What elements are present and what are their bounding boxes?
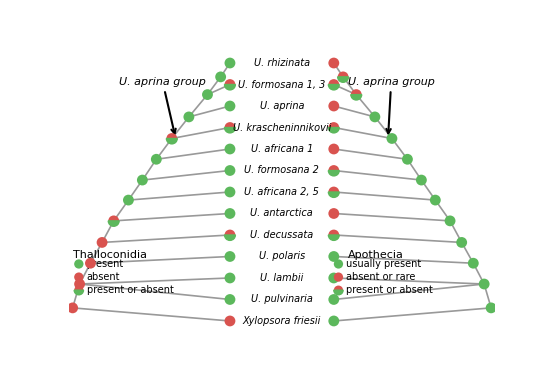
Circle shape (108, 215, 119, 226)
Circle shape (224, 144, 235, 154)
Wedge shape (328, 235, 339, 240)
Text: U. decussata: U. decussata (250, 230, 313, 240)
Circle shape (224, 294, 235, 305)
Circle shape (444, 215, 455, 226)
Wedge shape (328, 192, 339, 197)
Text: U. formosana 2: U. formosana 2 (244, 166, 320, 175)
Wedge shape (328, 84, 339, 90)
Wedge shape (328, 170, 339, 176)
Text: U. krascheninnikovii: U. krascheninnikovii (233, 122, 331, 132)
Text: U. lambii: U. lambii (260, 273, 304, 283)
Circle shape (328, 79, 339, 90)
Text: U. rhizinata: U. rhizinata (254, 58, 310, 68)
Circle shape (334, 286, 343, 295)
Text: U. pulvinaria: U. pulvinaria (251, 295, 313, 305)
Circle shape (478, 279, 490, 290)
Circle shape (328, 230, 339, 240)
Circle shape (402, 154, 413, 165)
Circle shape (328, 208, 339, 219)
Circle shape (184, 111, 194, 122)
Circle shape (215, 71, 226, 82)
Circle shape (224, 230, 235, 240)
Circle shape (486, 303, 497, 313)
Circle shape (137, 175, 148, 185)
Circle shape (85, 258, 96, 269)
Circle shape (224, 316, 235, 326)
Circle shape (224, 79, 235, 90)
Circle shape (123, 195, 134, 205)
Text: usually present: usually present (346, 259, 421, 269)
Text: U. africana 1: U. africana 1 (251, 144, 313, 154)
Wedge shape (224, 84, 235, 90)
Wedge shape (334, 290, 343, 295)
Text: U. aprina group: U. aprina group (119, 76, 206, 134)
Wedge shape (167, 139, 177, 144)
Circle shape (224, 208, 235, 219)
Wedge shape (224, 127, 235, 133)
Circle shape (430, 195, 441, 205)
Text: U. antarctica: U. antarctica (250, 209, 313, 218)
Circle shape (74, 273, 84, 282)
Text: absent or rare: absent or rare (346, 272, 416, 282)
Text: U. aprina group: U. aprina group (348, 76, 435, 133)
Text: U. polaris: U. polaris (258, 252, 305, 262)
Circle shape (97, 237, 107, 248)
Circle shape (224, 273, 235, 283)
Circle shape (468, 258, 478, 269)
Wedge shape (338, 77, 349, 82)
Circle shape (74, 286, 84, 295)
Circle shape (224, 187, 235, 197)
Circle shape (328, 58, 339, 68)
Text: U. aprina: U. aprina (260, 101, 304, 111)
Wedge shape (224, 235, 235, 240)
Circle shape (224, 101, 235, 111)
Circle shape (328, 273, 339, 283)
Circle shape (74, 259, 84, 269)
Circle shape (202, 89, 213, 100)
Wedge shape (351, 94, 362, 100)
Wedge shape (74, 290, 84, 295)
Circle shape (167, 133, 177, 144)
Circle shape (328, 294, 339, 305)
Circle shape (338, 71, 349, 82)
Text: present or absent: present or absent (86, 285, 173, 295)
Circle shape (328, 187, 339, 197)
Circle shape (74, 279, 85, 290)
Circle shape (387, 133, 397, 144)
Wedge shape (328, 127, 339, 133)
Circle shape (328, 122, 339, 133)
Circle shape (328, 251, 339, 262)
Circle shape (328, 144, 339, 154)
Text: absent: absent (86, 272, 120, 282)
Circle shape (456, 237, 467, 248)
Circle shape (224, 122, 235, 133)
Text: Xylopsora friesii: Xylopsora friesii (243, 316, 321, 326)
Circle shape (224, 58, 235, 68)
Text: U. africana 2, 5: U. africana 2, 5 (244, 187, 320, 197)
Circle shape (416, 175, 427, 185)
Circle shape (351, 89, 362, 100)
Circle shape (370, 111, 380, 122)
Text: Apothecia: Apothecia (348, 250, 404, 260)
Circle shape (67, 303, 78, 313)
Circle shape (151, 154, 162, 165)
Text: present: present (86, 259, 124, 269)
Circle shape (224, 251, 235, 262)
Circle shape (224, 165, 235, 176)
Text: present or absent: present or absent (346, 285, 433, 295)
Circle shape (328, 101, 339, 111)
Wedge shape (108, 221, 119, 226)
Text: U. formosana 1, 3: U. formosana 1, 3 (238, 79, 326, 89)
Circle shape (334, 259, 343, 269)
Circle shape (334, 273, 343, 282)
Circle shape (328, 165, 339, 176)
Circle shape (328, 316, 339, 326)
Text: Thalloconidia: Thalloconidia (73, 250, 147, 260)
